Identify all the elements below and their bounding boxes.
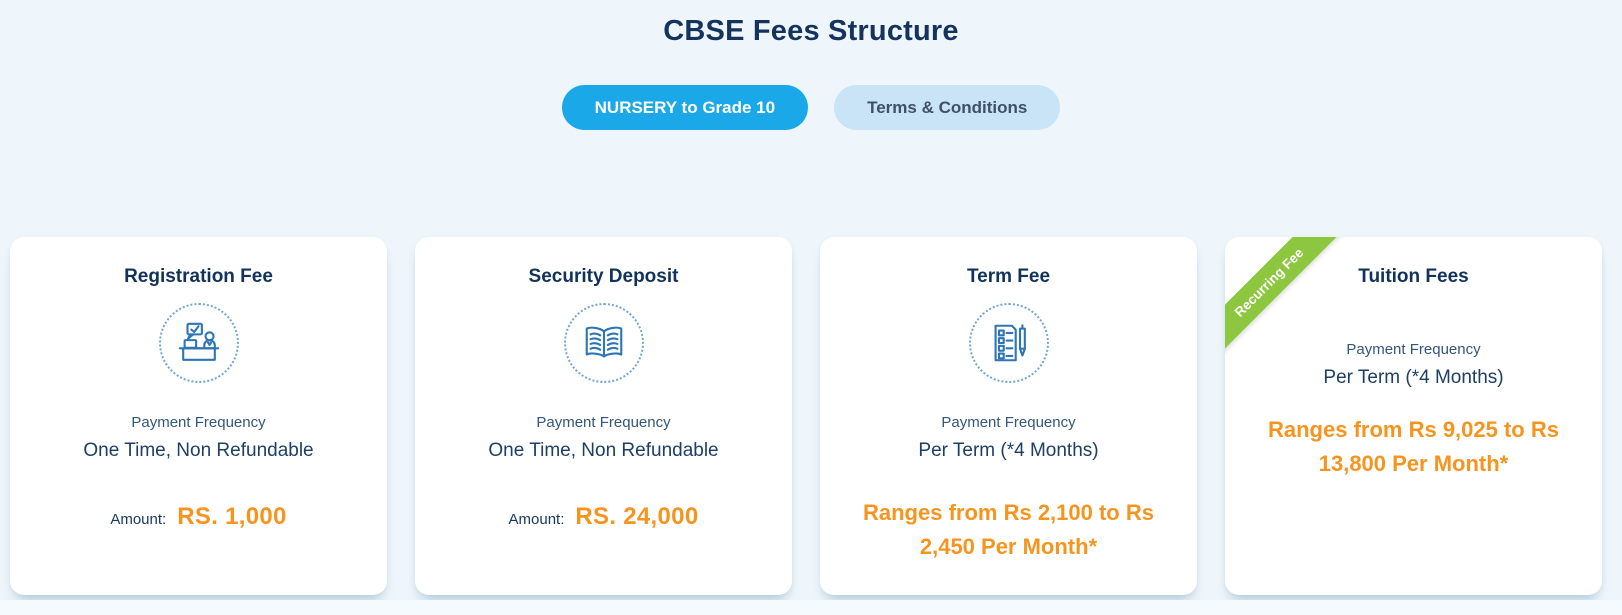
open-book-icon [563,303,644,383]
amount-label: Amount: [508,511,565,528]
card-title: Term Fee [966,266,1051,287]
card-registration-fee: Registration Fee Payment Frequency One T… [10,237,387,595]
card-tuition-fees: Recurring Fee Tuition Fees Payment Frequ… [1225,237,1602,595]
page-title: CBSE Fees Structure [663,15,959,47]
card-title: Tuition Fees [1358,266,1469,287]
payment-frequency-label: Payment Frequency [131,414,266,431]
fee-range-text: Ranges from Rs 9,025 to Rs 13,800 Per Mo… [1268,417,1559,476]
amount-value: RS. 1,000 [177,503,287,530]
tab-terms-and-conditions[interactable]: Terms & Conditions [834,85,1061,130]
payment-frequency-value: Per Term (*4 Months) [1323,367,1504,388]
amount-row: Amount: RS. 24,000 [415,503,792,531]
payment-frequency-label: Payment Frequency [536,414,671,431]
payment-frequency-label: Payment Frequency [1346,341,1481,358]
fee-cards-row: Registration Fee Payment Frequency One T… [10,237,1602,595]
payment-frequency-value: One Time, Non Refundable [83,440,314,461]
card-term-fee: Term Fee Payment Frequency Per Term (*4 … [820,237,1197,595]
payment-frequency-label: Payment Frequency [941,414,1076,431]
amount-value: RS. 24,000 [575,503,699,530]
next-section-edge [0,600,1622,615]
tab-bar: NURSERY to Grade 10 Terms & Conditions [0,85,1622,130]
card-security-deposit: Security Deposit Payment Frequency One T… [415,237,792,595]
fee-range-text: Ranges from Rs 2,100 to Rs 2,450 Per Mon… [863,500,1154,559]
amount-row: Amount: RS. 1,000 [10,503,387,531]
payment-frequency-value: Per Term (*4 Months) [918,440,1099,461]
payment-frequency-value: One Time, Non Refundable [488,440,719,461]
card-title: Security Deposit [528,266,679,287]
checklist-pen-icon [968,303,1049,383]
amount-label: Amount: [110,511,167,528]
card-title: Registration Fee [124,266,273,287]
tab-nursery-to-grade-10[interactable]: NURSERY to Grade 10 [561,85,809,130]
registration-desk-icon [158,303,239,383]
